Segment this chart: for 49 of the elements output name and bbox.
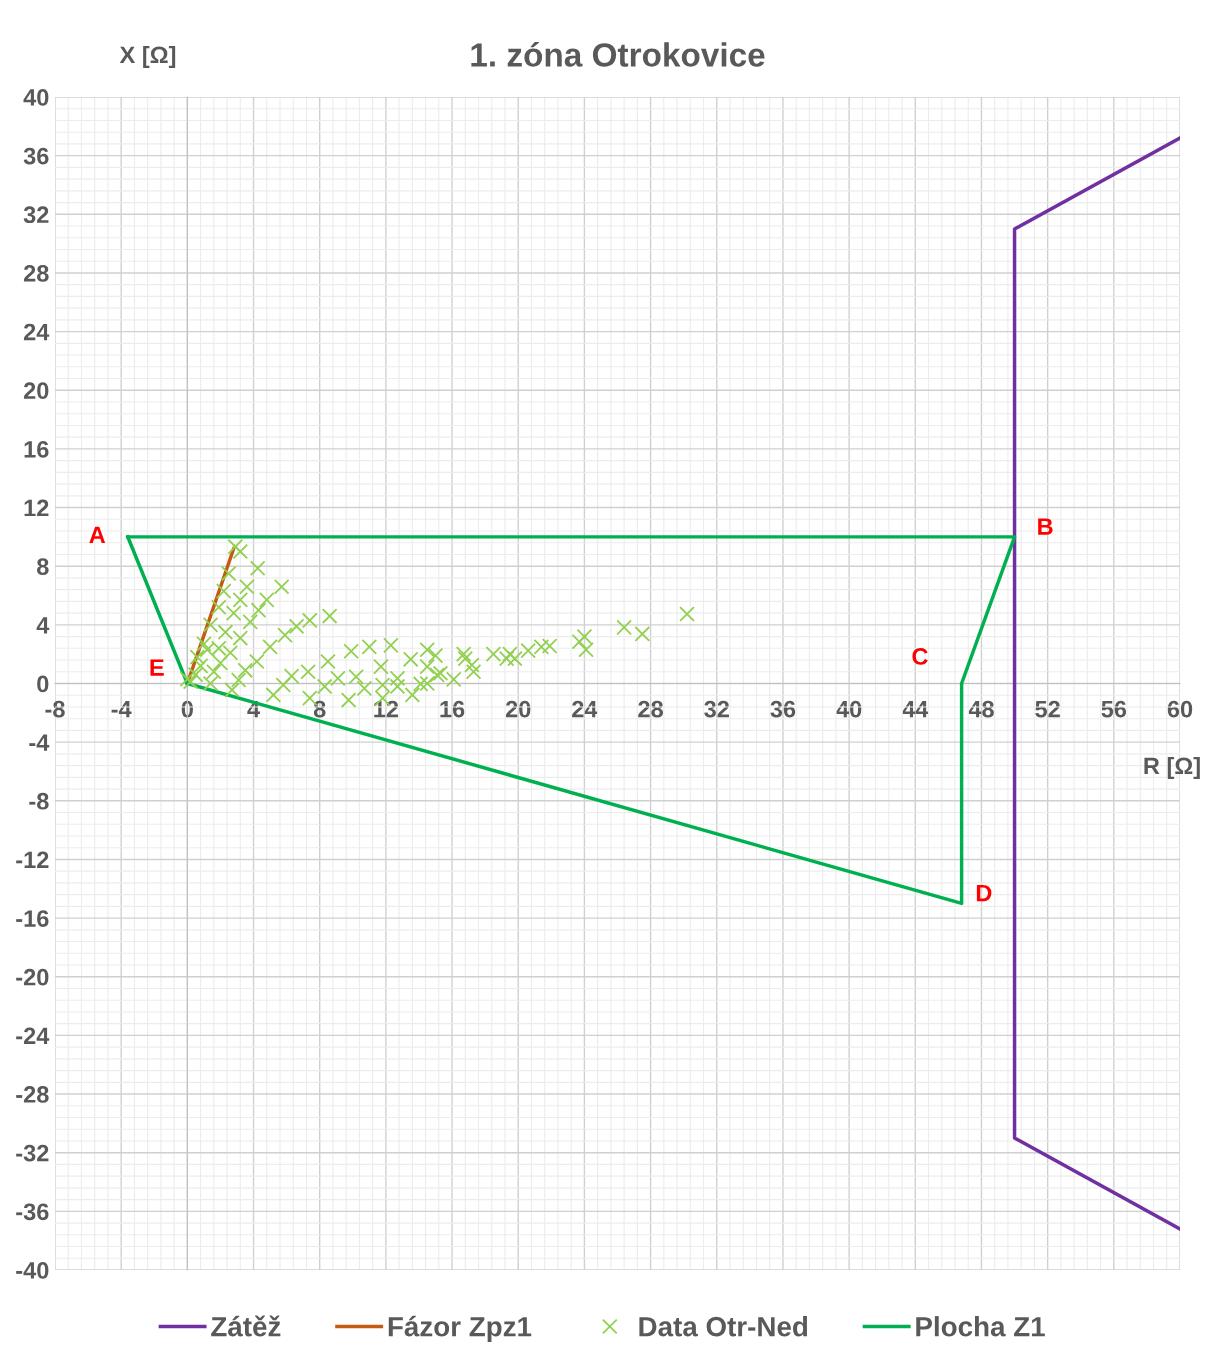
x-tick-label: 60 xyxy=(1167,700,1193,718)
legend-label: Plocha Z1 xyxy=(916,1316,1045,1337)
x-tick-label: 44 xyxy=(902,701,929,718)
annotation: C xyxy=(912,648,928,665)
x-tick-label: 56 xyxy=(1101,700,1127,718)
y-tick-label: -32 xyxy=(16,1144,49,1162)
y-tick-label: 0 xyxy=(37,675,49,693)
y-tick-label: 20 xyxy=(23,382,49,400)
y-tick-label: -8 xyxy=(29,792,49,810)
y-tick-label: 4 xyxy=(36,617,50,634)
x-tick-label: 52 xyxy=(1035,700,1060,718)
x-tick-label: 0 xyxy=(181,700,193,718)
legend-label: Data Otr-Ned xyxy=(639,1316,808,1337)
y-tick-label: 36 xyxy=(23,147,49,165)
x-tick-label: 24 xyxy=(572,700,598,718)
y-tick-label: -28 xyxy=(16,1086,49,1103)
y-tick-label: 8 xyxy=(36,558,49,575)
y-tick-label: -40 xyxy=(16,1262,49,1279)
x-tick-label: -4 xyxy=(111,701,132,718)
x-tick-label: 16 xyxy=(440,700,465,718)
y-tick-label: -12 xyxy=(16,851,49,869)
y-tick-label: 32 xyxy=(23,206,49,224)
annotation: E xyxy=(150,659,164,676)
x-axis-title: R [Ω] xyxy=(1144,756,1200,780)
legend-label: Zátěž xyxy=(211,1315,281,1337)
y-axis-title: X [Ω] xyxy=(119,46,176,69)
x-tick-label: 32 xyxy=(704,700,729,718)
x-tick-label: 12 xyxy=(374,700,399,718)
x-tick-label: 20 xyxy=(505,700,531,718)
x-tick-label: 28 xyxy=(638,700,663,718)
y-tick-label: 12 xyxy=(24,499,49,517)
y-tick-label: 28 xyxy=(23,265,49,282)
annotation: D xyxy=(976,884,992,902)
x-tick-label: 40 xyxy=(836,700,862,718)
chart-title: 1. zóna Otrokovice xyxy=(471,42,765,67)
y-tick-label: -20 xyxy=(16,968,49,986)
y-tick-label: -36 xyxy=(16,1203,49,1221)
x-tick-label: 36 xyxy=(770,700,796,718)
y-tick-label: 24 xyxy=(23,323,50,341)
legend-label: Fázor Zpz1 xyxy=(388,1315,532,1342)
y-tick-label: -16 xyxy=(16,910,49,927)
x-tick-label: 48 xyxy=(968,700,994,718)
y-tick-label: -24 xyxy=(16,1027,50,1044)
y-tick-label: 16 xyxy=(24,440,49,458)
annotation: A xyxy=(89,526,106,543)
annotation: B xyxy=(1038,518,1053,535)
y-tick-label: 40 xyxy=(23,89,49,106)
y-tick-label: -4 xyxy=(29,734,50,751)
x-tick-label: 8 xyxy=(313,700,326,718)
